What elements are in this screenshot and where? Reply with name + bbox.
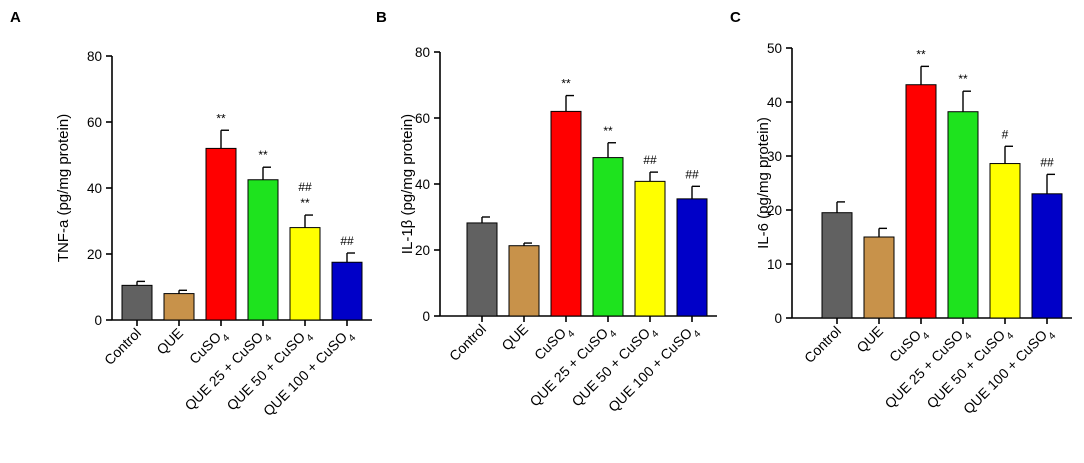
bar	[331, 261, 363, 321]
subscript: 4	[304, 332, 316, 344]
bar	[863, 236, 895, 319]
y-tick-label: 40	[87, 181, 102, 196]
y-tick-label: 60	[87, 115, 102, 130]
panel-c: C 0 10 20 30 40 50 IL-6 (pg/mg protein) Control Q…	[730, 9, 1072, 421]
significance-label: ##	[340, 234, 354, 248]
subscript: 4	[220, 332, 232, 344]
bar	[821, 212, 853, 319]
bar	[905, 84, 937, 319]
subscript: 4	[1004, 330, 1016, 342]
significance-label: **	[258, 148, 268, 162]
subscript: 4	[920, 330, 932, 342]
subscript: 4	[262, 332, 274, 344]
bar	[947, 111, 979, 319]
significance-label: **	[561, 77, 571, 91]
subscript: 4	[565, 328, 577, 340]
bar	[592, 157, 624, 317]
y-axis-title: TNF-a (pg/mg protein)	[55, 114, 72, 262]
significance-label: **	[603, 124, 613, 138]
bar	[289, 227, 321, 321]
y-axis-title: IL-6 (pg/mg protein)	[755, 117, 772, 249]
bar	[989, 163, 1021, 319]
y-axis-title: IL-1β (pg/mg protein)	[399, 114, 416, 254]
x-category-label: QUE	[853, 323, 886, 356]
subscript: 4	[691, 328, 703, 340]
y-tick-label: 0	[94, 313, 102, 328]
bar	[1031, 193, 1063, 319]
bar	[508, 245, 540, 317]
subscript: 4	[1046, 330, 1058, 342]
x-category-label: Control	[101, 325, 144, 368]
bar	[466, 222, 498, 317]
subscript: 4	[346, 332, 358, 344]
y-tick-label: 60	[415, 111, 430, 126]
significance-label: ##	[685, 167, 699, 181]
y-tick-label: 80	[415, 45, 430, 60]
bar	[163, 293, 195, 321]
y-tick-label: 10	[767, 257, 782, 272]
y-tick-label: 30	[767, 149, 782, 164]
panel-letter: A	[10, 9, 21, 26]
x-category-label: Control	[446, 321, 489, 364]
y-tick-label: 20	[767, 203, 782, 218]
bar	[634, 180, 666, 317]
y-tick-label: 40	[415, 177, 430, 192]
y-tick-label: 20	[87, 247, 102, 262]
subscript: 4	[607, 328, 619, 340]
subscript: 4	[962, 330, 974, 342]
bar	[247, 179, 279, 321]
significance-label: ##	[298, 180, 312, 194]
panel-a: A 0 20 40 60 80 TNF-a (pg/mg protein) Control QU…	[10, 9, 372, 423]
bar	[550, 110, 582, 317]
y-tick-label: 50	[767, 41, 782, 56]
y-tick-label: 20	[415, 243, 430, 258]
significance-label: ##	[643, 153, 657, 167]
panel-letter: B	[376, 9, 387, 26]
x-category-label: QUE	[153, 325, 186, 358]
bar	[205, 147, 237, 321]
significance-label: ##	[1040, 155, 1054, 169]
subscript: 4	[649, 328, 661, 340]
significance-label: **	[216, 111, 226, 125]
panel-letter: C	[730, 9, 741, 26]
significance-label: **	[300, 196, 310, 210]
significance-label: #	[1002, 127, 1009, 141]
significance-label: **	[916, 47, 926, 61]
y-tick-label: 0	[422, 309, 430, 324]
significance-label: **	[958, 72, 968, 86]
bar	[676, 198, 708, 317]
y-tick-label: 80	[87, 49, 102, 64]
panel-b: B 0 20 40 60 80 IL-1β (pg/mg protein) Control QU…	[376, 9, 717, 419]
bar	[121, 284, 153, 321]
y-tick-label: 40	[767, 95, 782, 110]
x-category-label: QUE	[498, 321, 531, 354]
y-tick-label: 0	[774, 311, 782, 326]
x-category-label: Control	[801, 323, 844, 366]
